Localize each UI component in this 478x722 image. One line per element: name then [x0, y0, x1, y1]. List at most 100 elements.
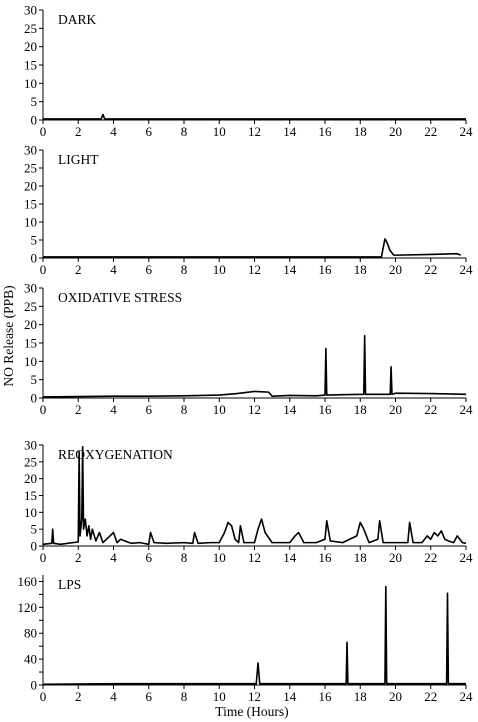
- y-tick-label: 20: [24, 39, 37, 54]
- x-tick-label: 6: [146, 262, 153, 277]
- x-tick-label: 2: [75, 124, 82, 139]
- x-tick-label: 22: [424, 262, 437, 277]
- x-tick-label: 12: [248, 124, 261, 139]
- x-tick-label: 2: [75, 689, 82, 704]
- y-tick-label: 30: [24, 3, 37, 18]
- series-line: [43, 113, 466, 120]
- x-tick-label: 12: [248, 689, 261, 704]
- x-tick-label: 16: [319, 550, 333, 565]
- x-tick-label: 12: [248, 402, 261, 417]
- x-tick-label: 10: [213, 124, 226, 139]
- y-tick-label: 30: [24, 438, 37, 453]
- y-tick-label: 20: [24, 179, 37, 194]
- x-tick-label: 20: [389, 550, 402, 565]
- y-axis-title: NO Release (PPB): [1, 285, 16, 386]
- x-tick-label: 18: [354, 262, 367, 277]
- x-tick-label: 24: [460, 689, 474, 704]
- x-tick-label: 18: [354, 689, 367, 704]
- series-line: [42, 445, 467, 546]
- x-tick-label: 16: [319, 262, 333, 277]
- x-tick-label: 22: [424, 402, 437, 417]
- panel-title: OXIDATIVE STRESS: [58, 290, 182, 305]
- x-tick-label: 4: [110, 550, 117, 565]
- y-tick-label: 10: [24, 505, 37, 520]
- x-tick-label: 16: [319, 402, 333, 417]
- y-tick-label: 30: [24, 143, 37, 158]
- y-tick-label: 15: [24, 58, 37, 73]
- y-tick-label: 5: [31, 233, 38, 248]
- x-tick-label: 6: [146, 689, 153, 704]
- x-tick-label: 8: [181, 550, 188, 565]
- x-tick-label: 4: [110, 262, 117, 277]
- x-tick-label: 4: [110, 402, 117, 417]
- x-tick-label: 10: [213, 262, 226, 277]
- series-line: [43, 238, 462, 258]
- y-tick-label: 10: [24, 76, 37, 91]
- panel-title: DARK: [58, 12, 97, 27]
- x-tick-label: 8: [181, 689, 188, 704]
- x-tick-label: 2: [75, 262, 82, 277]
- y-tick-label: 20: [24, 471, 37, 486]
- x-tick-label: 6: [146, 550, 153, 565]
- x-tick-label: 8: [181, 402, 188, 417]
- x-tick-label: 20: [389, 689, 402, 704]
- x-tick-label: 0: [40, 262, 47, 277]
- y-tick-label: 5: [31, 522, 38, 537]
- y-tick-label: 0: [31, 539, 38, 554]
- y-tick-label: 0: [31, 113, 38, 128]
- y-tick-label: 25: [24, 161, 37, 176]
- x-tick-label: 20: [389, 124, 402, 139]
- x-tick-label: 10: [213, 550, 226, 565]
- x-tick-label: 16: [319, 689, 333, 704]
- y-tick-label: 30: [24, 281, 37, 296]
- x-tick-label: 24: [460, 550, 474, 565]
- y-tick-label: 0: [31, 678, 38, 693]
- y-tick-label: 20: [24, 317, 37, 332]
- x-tick-label: 18: [354, 124, 367, 139]
- x-tick-label: 18: [354, 402, 367, 417]
- y-tick-label: 120: [18, 600, 38, 615]
- panel-title: LIGHT: [58, 152, 99, 167]
- x-tick-label: 4: [110, 689, 117, 704]
- x-tick-label: 22: [424, 124, 437, 139]
- x-tick-label: 12: [248, 550, 261, 565]
- y-tick-label: 80: [24, 626, 37, 641]
- x-tick-label: 10: [213, 402, 226, 417]
- x-tick-label: 0: [40, 689, 47, 704]
- y-tick-label: 15: [24, 488, 37, 503]
- x-tick-label: 2: [75, 550, 82, 565]
- x-tick-label: 14: [283, 689, 297, 704]
- x-tick-label: 20: [389, 402, 402, 417]
- x-tick-label: 20: [389, 262, 402, 277]
- x-tick-label: 14: [283, 124, 297, 139]
- x-tick-label: 24: [460, 402, 474, 417]
- x-tick-label: 16: [319, 124, 333, 139]
- y-tick-label: 10: [24, 354, 37, 369]
- y-tick-label: 160: [18, 574, 38, 589]
- x-tick-label: 24: [460, 124, 474, 139]
- x-axis-title: Time (Hours): [215, 704, 288, 719]
- x-tick-label: 8: [181, 124, 188, 139]
- y-tick-label: 5: [31, 372, 38, 387]
- x-tick-label: 2: [75, 402, 82, 417]
- y-tick-label: 25: [24, 21, 37, 36]
- y-tick-label: 0: [31, 251, 38, 266]
- x-tick-label: 4: [110, 124, 117, 139]
- x-tick-label: 14: [283, 262, 297, 277]
- series-line: [42, 585, 466, 686]
- y-tick-label: 10: [24, 215, 37, 230]
- series-line: [42, 334, 467, 398]
- y-tick-label: 5: [31, 94, 38, 109]
- x-tick-label: 8: [181, 262, 188, 277]
- x-tick-label: 24: [460, 262, 474, 277]
- x-tick-label: 10: [213, 689, 226, 704]
- y-tick-label: 15: [24, 336, 37, 351]
- x-tick-label: 18: [354, 550, 367, 565]
